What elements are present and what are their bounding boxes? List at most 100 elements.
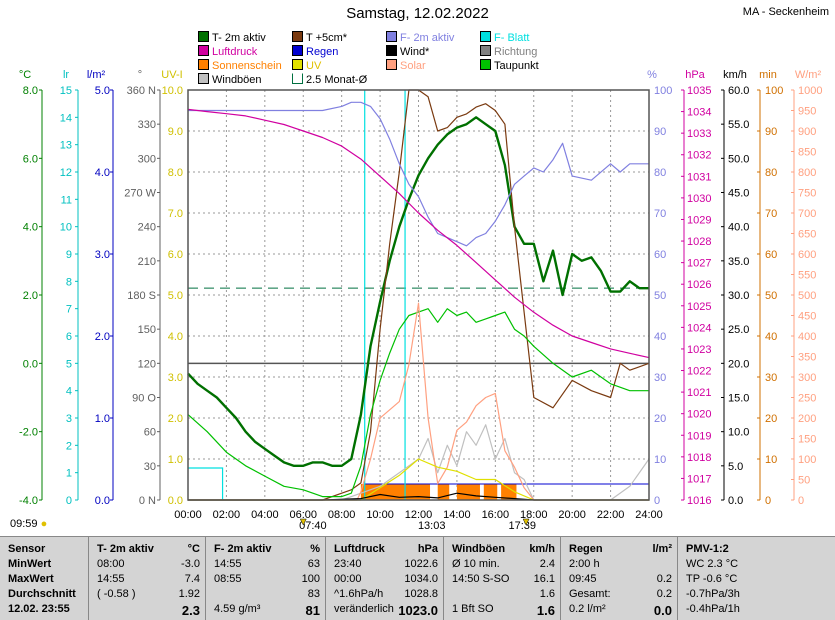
table-cell: 1034.0 <box>404 573 438 585</box>
x-tick-label: 00:00 <box>174 509 202 521</box>
legend-swatch <box>386 45 397 56</box>
legend-label: Taupunkt <box>494 60 539 72</box>
axis-tick-label: 50.0 <box>728 153 749 165</box>
table-cell: % <box>310 543 320 555</box>
legend-swatch <box>198 45 209 56</box>
axis-tick-label: 70 <box>765 208 777 220</box>
axis-tick-label: 80 <box>765 167 777 179</box>
table-cell: 2:00 h <box>569 558 600 570</box>
axis-tick-label: 60 <box>654 249 666 261</box>
axis-tick-label: 330 <box>138 119 156 131</box>
axis-tick-label: 10 <box>654 454 666 466</box>
legend-item: T- 2m aktiv <box>198 31 266 45</box>
legend-swatch <box>480 31 491 42</box>
x-tick-label: 08:00 <box>328 509 356 521</box>
table-cell: 2.4 <box>539 558 555 570</box>
series-line-wind- <box>188 492 649 501</box>
legend-item: Sonnenschein <box>198 59 282 73</box>
series-line-solar <box>188 302 649 501</box>
axis-tick-label: 80 <box>654 167 666 179</box>
axis-tick-label: 8.0 <box>168 167 183 179</box>
axis-tick-label: 70 <box>654 208 666 220</box>
table-cell: TP -0.6 °C <box>686 573 738 585</box>
axis-tick-label: 40 <box>765 331 777 343</box>
axis-tick-label: 6.0 <box>168 249 183 261</box>
axis-tick-label: 2.0 <box>95 331 110 343</box>
axis-tick-label: 20 <box>654 413 666 425</box>
axis-unit-label: lr <box>63 69 69 81</box>
axis-tick-label: 5.0 <box>168 290 183 302</box>
leaf-wetness-mark <box>188 467 224 500</box>
legend-item: 2.5 Monat-Ø <box>292 73 367 87</box>
legend-label: Wind* <box>400 46 430 58</box>
table-cell: 14:50 S-SO <box>452 573 510 585</box>
x-tick-label: 14:00 <box>443 509 471 521</box>
axis-tick-label: 2.0 <box>23 290 38 302</box>
axis-tick-label: -4.0 <box>19 495 38 507</box>
table-cell: 1.6 <box>536 603 555 618</box>
series-line-luftdruck <box>187 108 650 359</box>
axis-tick-label: 1021 <box>687 387 711 399</box>
axis-tick-label: 1.0 <box>168 454 183 466</box>
plot-frame <box>187 89 650 501</box>
axis-tick-label: 0 <box>654 495 660 507</box>
axis-tick-label: 950 <box>798 106 816 118</box>
axis-unit-label: % <box>647 69 657 81</box>
legend-label: F- 2m aktiv <box>400 32 455 44</box>
legend-swatch <box>292 59 303 70</box>
x-tick-label: 24:00 <box>635 509 663 521</box>
table-cell: 12.02. 23:55 <box>8 603 70 615</box>
axis-tick-label: 1000 <box>798 85 822 97</box>
axis-tick-label: 1022 <box>687 366 711 378</box>
axis-tick-label: 0.0 <box>168 495 183 507</box>
axis-tick-label: 20 <box>765 413 777 425</box>
x-tick-label: 18:00 <box>520 509 548 521</box>
table-cell: 14:55 <box>97 573 125 585</box>
legend-item: UV <box>292 59 321 73</box>
table-cell: 16.1 <box>533 573 555 585</box>
table-cell: ( -0.58 ) <box>97 588 136 600</box>
table-cell: Ø 10 min. <box>452 558 500 570</box>
table-cell: Luftdruck <box>334 543 385 555</box>
x-tick-label: 02:00 <box>213 509 241 521</box>
axis-tick-label: 1017 <box>687 473 711 485</box>
legend-item: Regen <box>292 45 338 59</box>
legend-label: F- Blatt <box>494 32 530 44</box>
table-cell: 14:55 <box>214 558 242 570</box>
axis-tick-label: 15.0 <box>728 393 749 405</box>
axis-unit-label: ° <box>138 69 142 81</box>
axis-tick-label: 750 <box>798 188 816 200</box>
axis-tick-label: 60 <box>144 427 156 439</box>
axis-tick-label: 13 <box>60 140 72 152</box>
legend-swatch <box>386 31 397 42</box>
x-tick-label: 12:00 <box>405 509 433 521</box>
axis-tick-label: 40.0 <box>728 222 749 234</box>
axis-tick-label: 30 <box>765 372 777 384</box>
legend-swatch <box>480 59 491 70</box>
legend-label: Solar <box>400 60 426 72</box>
sunshine-block <box>483 484 498 500</box>
series-line-taupunkt <box>187 308 649 498</box>
axis-tick-label: 250 <box>798 393 816 405</box>
legend-label: Sonnenschein <box>212 60 282 72</box>
legend-item: F- Blatt <box>480 31 529 45</box>
axis-tick-label: 8 <box>66 276 72 288</box>
axis-unit-label: hPa <box>685 69 705 81</box>
axis-tick-label: 6 <box>66 331 72 343</box>
legend-label: T +5cm* <box>306 32 348 44</box>
table-cell: 100 <box>301 573 320 585</box>
table-cell: -0.7hPa/3h <box>686 588 740 600</box>
axis-tick-label: 60 <box>765 249 777 261</box>
table-cell: 1.6 <box>539 588 555 600</box>
table-cell: 1028.8 <box>404 588 438 600</box>
x-tick-label: 10:00 <box>366 509 394 521</box>
axis-tick-label: 1031 <box>687 171 711 183</box>
axis-tick-label: 1016 <box>687 495 711 507</box>
sun-marker-label: 17:39 <box>508 520 536 532</box>
table-cell: 0.2 <box>656 588 672 600</box>
table-column: T- 2m aktiv °C 08:00 -3.0 14:55 7.4 ( -0.58 ) 1… <box>88 537 206 620</box>
x-tick-label: 16:00 <box>482 509 510 521</box>
table-column: Regen l/m² 2:00 h 09:45 0.2 Gesamt: 0.2 0.2 l/m… <box>560 537 678 620</box>
axis-tick-label: 50 <box>765 290 777 302</box>
